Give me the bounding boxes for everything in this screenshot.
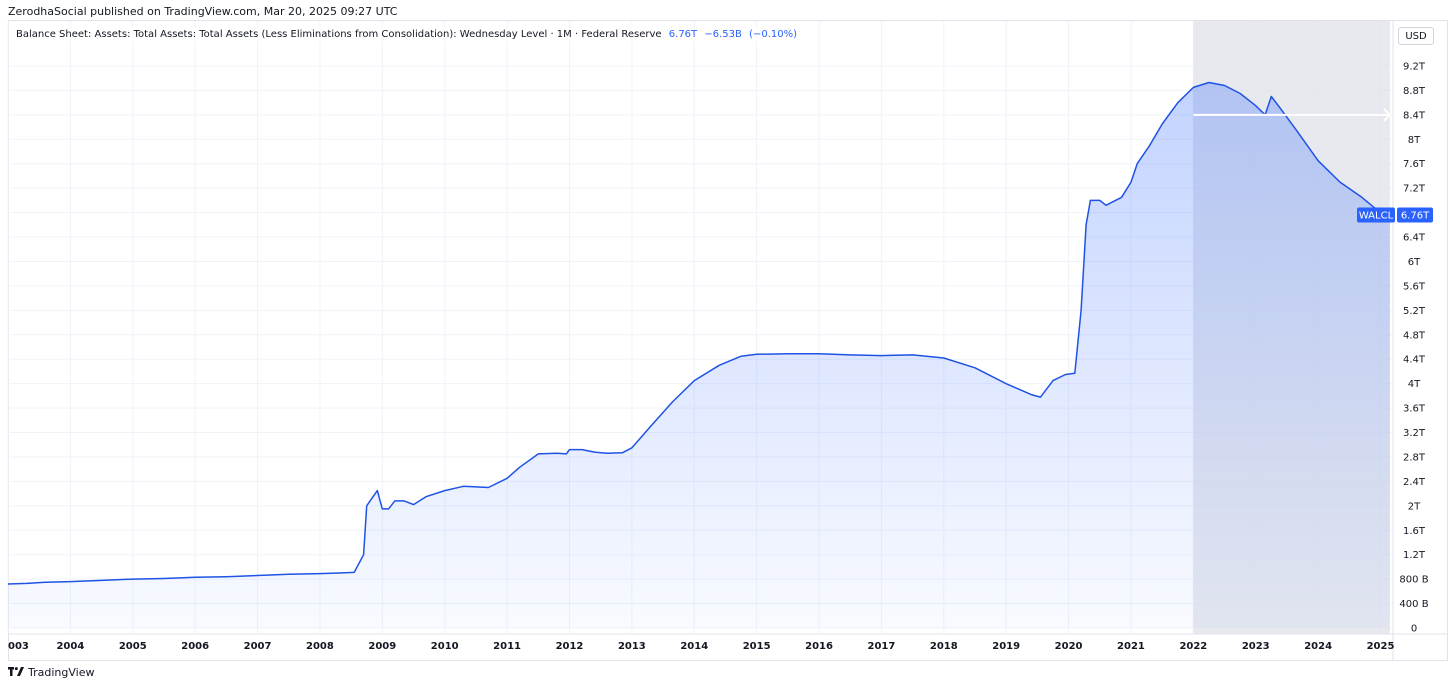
y-tick-label: 6T [1408,257,1421,268]
x-tick-label: 2023 [1242,641,1270,652]
y-tick-label: 9.2T [1403,62,1426,73]
legend-last-value: 6.76T [668,29,698,40]
x-tick-label: 2010 [431,641,459,652]
y-tick-label: 0 [1411,624,1417,635]
arrow-head [1383,108,1392,122]
x-tick-label: 2014 [680,641,708,652]
y-axis-labels: 0 400 B 800 B 1.2T 1.6T 2T 2.4T 2.8T 3.2T 3.6T 4T 4… [1399,62,1428,635]
x-tick-label: 2020 [1055,641,1083,652]
x-tick-label: 2024 [1304,641,1332,652]
footer-brand-label: TradingView [28,665,95,679]
y-tick-label: 4.8T [1403,330,1426,341]
x-tick-label: 2015 [743,641,771,652]
y-tick-label: 5.6T [1403,281,1426,292]
x-tick-label: 2007 [244,641,272,652]
y-tick-label: 4T [1408,379,1421,390]
series-line[interactable] [7,81,1391,585]
x-tick-label: 2008 [306,641,334,652]
y-tick-label: 6.4T [1403,233,1426,244]
x-tick-label: 003 [8,641,29,652]
series-area [8,82,1390,628]
legend-series-title: Balance Sheet: Assets: Total Assets: Tot… [16,29,662,40]
arrow-annotation [1193,108,1392,122]
y-tick-label: 8.8T [1403,86,1426,97]
x-tick-label: 2021 [1117,641,1145,652]
y-tick-label: 1.2T [1403,550,1426,561]
published-caption: ZerodhaSocial published on TradingView.c… [8,5,398,18]
x-tick-label: 2005 [119,641,147,652]
y-tick-label: 8T [1408,135,1421,146]
x-tick-label: 2011 [493,641,521,652]
y-tick-label: 7.6T [1403,159,1426,170]
x-tick-label: 2013 [618,641,646,652]
price-tag-value-box [1397,207,1433,223]
y-tick-label: 5.2T [1403,306,1426,317]
y-tick-label: 2.8T [1403,452,1426,463]
y-tick-label: 3.6T [1403,404,1426,415]
x-axis-labels: 003 2004 2005 2006 2007 2008 2009 2010 2011 2012 2… [8,641,1394,652]
x-tick-label: 2009 [368,641,396,652]
x-tick-label: 2022 [1179,641,1207,652]
x-tick-label: 2017 [868,641,896,652]
x-tick-label: 2004 [56,641,84,652]
y-tick-label: 7.2T [1403,184,1426,195]
y-tick-label: 2T [1408,501,1421,512]
price-tag: WALCL 6.76T [1357,207,1433,223]
price-tag-symbol-box [1357,207,1395,223]
x-tick-label: 2019 [992,641,1020,652]
y-tick-label: 400 B [1399,599,1428,610]
x-tick-label: 2012 [556,641,584,652]
y-tick-label: 8.4T [1403,110,1426,121]
y-tick-label: 2.4T [1403,477,1426,488]
chart-legend: Balance Sheet: Assets: Total Assets: Tot… [14,28,803,41]
y-tick-label: 3.2T [1403,428,1426,439]
y-tick-label: 4.4T [1403,355,1426,366]
price-tag-value: 6.76T [1401,211,1430,222]
legend-change: −6.53B [704,29,742,40]
footer-brand[interactable]: TradingView [8,664,94,680]
price-tag-symbol: WALCL [1359,211,1394,222]
y-tick-label: 800 B [1399,575,1428,586]
x-tick-label: 2025 [1367,641,1395,652]
x-tick-label: 2016 [805,641,833,652]
x-tick-label: 2018 [930,641,958,652]
x-tick-label: 2006 [181,641,209,652]
legend-change-pct: (−0.10%) [749,29,797,40]
y-tick-label: 1.6T [1403,526,1426,537]
currency-button[interactable]: USD [1398,27,1434,45]
tradingview-logo-icon [8,667,24,676]
